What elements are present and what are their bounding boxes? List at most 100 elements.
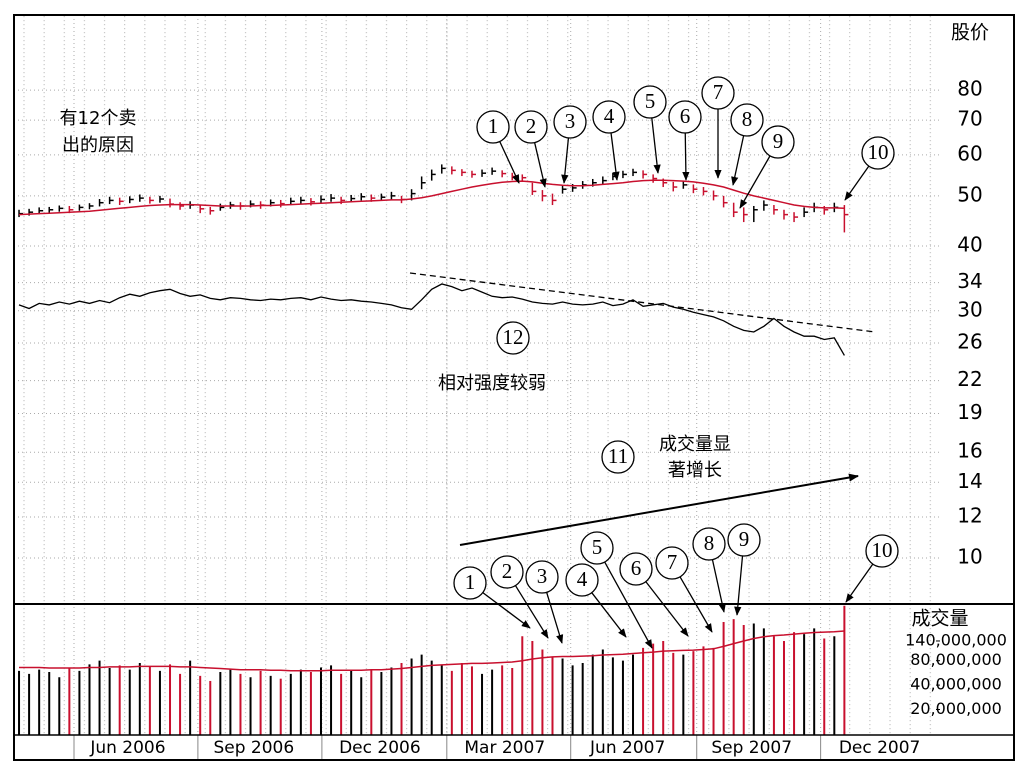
trend-line xyxy=(409,272,876,333)
frame xyxy=(13,14,1015,761)
relative-strength xyxy=(18,283,845,356)
y-tick-label: 70 xyxy=(957,107,982,131)
callout-label: 8 xyxy=(704,531,715,555)
callout-circle xyxy=(514,110,548,144)
callout-circle xyxy=(633,85,667,119)
callout-label: 10 xyxy=(868,140,889,164)
callout-label: 10 xyxy=(872,538,893,562)
callout-arrow xyxy=(610,132,620,181)
callout-arrow xyxy=(739,155,771,209)
callout-label: 9 xyxy=(773,129,784,153)
x-tick-label: Dec 2006 xyxy=(339,738,421,758)
callout-circle xyxy=(553,105,587,139)
callout-label: 2 xyxy=(502,559,513,583)
callout-circle xyxy=(525,560,559,594)
callout-arrow xyxy=(514,585,549,639)
x-tick-label: Jun 2007 xyxy=(589,738,665,758)
callout-circle xyxy=(761,125,795,159)
y-tick-label: 50 xyxy=(957,182,982,206)
callout-arrow xyxy=(499,141,520,184)
price-axis-label: 股价 xyxy=(951,22,989,44)
callout-arrow xyxy=(482,592,531,629)
y-tick-label: 14 xyxy=(957,469,982,493)
y-tick-label: 60 xyxy=(957,141,982,165)
callout-circle xyxy=(601,440,635,474)
callout-circle xyxy=(496,321,530,355)
callout-label: 4 xyxy=(577,567,588,591)
annotation: 相对强度较弱 xyxy=(438,373,546,394)
y-tick-label: 22 xyxy=(957,367,982,391)
callout-circle xyxy=(453,566,487,600)
y-tick-label: 20,000,000 xyxy=(910,699,1002,718)
callout-circle xyxy=(655,546,689,580)
callout-circle xyxy=(476,110,510,144)
callout-circle xyxy=(580,531,614,565)
y-tick-label: 140,000,000 xyxy=(905,630,1007,649)
callout-circle xyxy=(861,136,895,170)
callout-arrow xyxy=(534,142,547,188)
callout-arrow xyxy=(645,581,689,637)
callout-label: 7 xyxy=(713,80,724,104)
plot: 8070605040343026221916141210140,000,0008… xyxy=(14,15,1007,760)
x-tick-label: Sep 2006 xyxy=(213,738,294,758)
y-tick-label: 10 xyxy=(957,544,982,568)
x-tick-label: Dec 2007 xyxy=(839,738,921,758)
callout-circle xyxy=(619,552,653,586)
volume-moving-average xyxy=(19,630,845,672)
callout-arrow xyxy=(845,563,874,603)
callout-arrow xyxy=(731,135,745,186)
annotation: 出的原因 xyxy=(62,135,134,156)
callout-label: 12 xyxy=(503,325,524,349)
x-tick-label: Jun 2006 xyxy=(89,738,165,758)
callout-label: 1 xyxy=(488,114,499,138)
y-tick-label: 40 xyxy=(957,233,982,257)
callout-circle xyxy=(730,103,764,137)
callout-circle xyxy=(727,523,761,557)
callout-arrow xyxy=(561,137,570,184)
callout-circle xyxy=(701,76,735,110)
callout-label: 5 xyxy=(592,535,603,559)
y-tick-label: 80,000,000 xyxy=(910,650,1002,669)
y-tick-label: 16 xyxy=(957,439,982,463)
callout-label: 6 xyxy=(680,104,691,128)
callout-label: 1 xyxy=(465,570,476,594)
callout-arrow xyxy=(604,561,653,649)
callout-arrow xyxy=(651,117,661,174)
callout-label: 2 xyxy=(526,114,537,138)
volume-axis-label: 成交量 xyxy=(911,608,968,630)
callout-arrow xyxy=(734,555,744,616)
callout-arrow xyxy=(682,132,690,181)
callout-circle xyxy=(592,100,626,134)
callout-label: 6 xyxy=(631,556,642,580)
callout-arrow xyxy=(591,592,627,638)
annotation: 著增长 xyxy=(668,460,722,481)
x-tick-label: Mar 2007 xyxy=(464,738,545,758)
annotation: 有12个卖 xyxy=(60,108,137,129)
y-tick-label: 40,000,000 xyxy=(910,675,1002,694)
callout-label: 4 xyxy=(604,104,615,128)
trend-arrow xyxy=(459,473,859,546)
callout-label: 11 xyxy=(608,444,628,468)
callout-circle xyxy=(865,534,899,568)
y-tick-label: 26 xyxy=(957,329,982,353)
callout-label: 7 xyxy=(667,550,678,574)
y-tick-label: 19 xyxy=(957,400,982,424)
callout-label: 8 xyxy=(742,107,753,131)
callout-arrow xyxy=(679,576,713,633)
callout-arrow xyxy=(546,592,564,644)
callout-circle xyxy=(692,527,726,561)
callout-label: 5 xyxy=(645,89,656,113)
y-tick-label: 30 xyxy=(957,297,982,321)
callout-arrow xyxy=(711,559,726,613)
callout-label: 3 xyxy=(565,109,576,133)
callout-arrow xyxy=(844,165,870,201)
y-tick-label: 12 xyxy=(957,503,982,527)
moving-average xyxy=(18,179,845,216)
callout-label: 3 xyxy=(537,564,548,588)
callout-circle xyxy=(668,100,702,134)
annotation: 成交量显 xyxy=(659,434,731,455)
callout-circle xyxy=(565,563,599,597)
y-tick-label: 34 xyxy=(957,269,982,293)
callout-circle xyxy=(490,555,524,589)
